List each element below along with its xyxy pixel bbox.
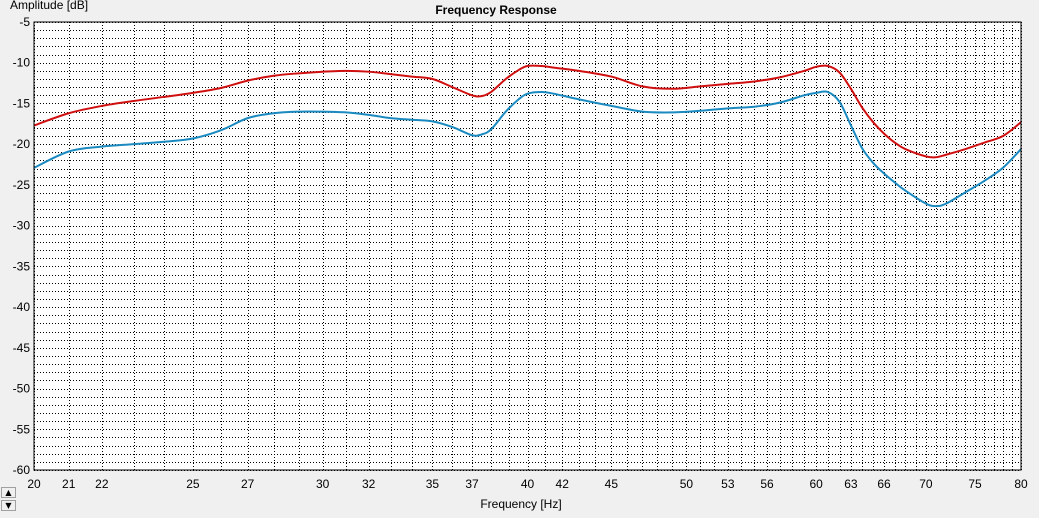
series-line-1 [33,64,1022,159]
x-tick-label: 75 [968,477,982,491]
y-axis-label: Amplitude [dB] [10,0,88,12]
y-tick-label: -25 [13,178,31,192]
y-tick-label: -20 [13,137,31,151]
plot-area [34,22,1021,470]
y-tick-label: -55 [13,422,31,436]
x-tick-label: 56 [760,477,774,491]
x-tick-label: 60 [809,477,823,491]
x-axis-label: Frequency [Hz] [480,497,561,511]
x-tick-label: 45 [605,477,619,491]
x-tick-label: 22 [95,477,109,491]
chart-title: Frequency Response [435,3,557,17]
x-tick-label: 25 [186,477,200,491]
x-tick-label: 37 [465,477,479,491]
x-tick-label: 21 [62,477,76,491]
series-line-2 [33,90,1022,208]
plot-border [33,21,1022,471]
scroll-up-button[interactable]: ▲ [1,487,16,498]
x-tick-label: 27 [241,477,255,491]
y-tick-label: -50 [13,382,31,396]
scroll-down-button[interactable]: ▼ [1,500,16,511]
y-tick-label: -10 [13,56,31,70]
y-tick-label: -60 [13,463,31,477]
series-layer [33,64,1022,208]
x-tick-label: 63 [844,477,858,491]
x-tick-label: 53 [721,477,735,491]
x-tick-label: 42 [556,477,570,491]
tick-layer: 20 21 22 25 27 30 32 35 37 40 42 45 50 53 56 60 63 66 70 75… [13,15,1028,491]
x-tick-label: 32 [362,477,376,491]
x-tick-label: 66 [877,477,891,491]
x-tick-label: 50 [680,477,694,491]
x-tick-label: 80 [1014,477,1028,491]
y-tick-label: -45 [13,341,31,355]
x-tick-label: 70 [919,477,933,491]
y-tick-label: -35 [13,259,31,273]
y-tick-label: -15 [13,96,31,110]
x-tick-label: 35 [426,477,440,491]
x-tick-label: 30 [316,477,330,491]
y-tick-label: -40 [13,300,31,314]
x-tick-label: 20 [27,477,41,491]
grid-layer [34,22,1022,471]
y-tick-label: -5 [19,15,30,29]
y-tick-label: -30 [13,219,31,233]
x-tick-label: 40 [521,477,535,491]
